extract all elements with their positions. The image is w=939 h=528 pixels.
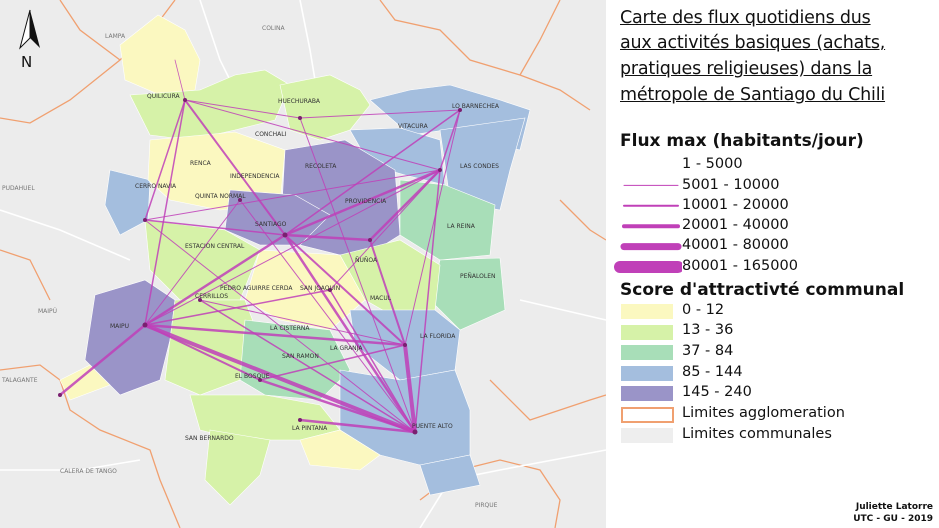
- place-label: LAMPA: [105, 33, 126, 40]
- credit-institution: UTC - GU - 2019: [853, 514, 933, 524]
- place-label: RECOLETA: [305, 163, 337, 170]
- limits-legend-swatch: [621, 428, 673, 443]
- flux-legend-label: 5001 - 10000: [682, 177, 780, 193]
- place-label: CONCHALI: [255, 131, 287, 138]
- score-legend-swatch: [621, 345, 673, 361]
- place-label: RENCA: [190, 160, 212, 167]
- place-label: SANTIAGO: [255, 221, 287, 228]
- place-label: LA PINTANA: [292, 425, 328, 432]
- place-label: LA FLORIDA: [420, 333, 456, 340]
- credit-author: Juliette Latorre: [855, 502, 933, 512]
- flow-lines: [58, 59, 461, 434]
- commune-nodes: [58, 98, 462, 435]
- flux-legend-label: 10001 - 20000: [682, 197, 789, 213]
- place-label: PROVIDENCIA: [345, 198, 387, 205]
- place-label: ESTACION CENTRAL: [185, 243, 245, 250]
- score-legend-swatch: [621, 304, 673, 319]
- flux-legend-symbols: [614, 184, 682, 273]
- place-label: SAN RAMON: [282, 353, 319, 360]
- place-label: PUDAHUEL: [2, 185, 35, 192]
- place-label: LO BARNECHEA: [452, 103, 500, 110]
- score-legend-label: 85 - 144: [682, 364, 743, 380]
- place-label: QUILICURA: [147, 93, 181, 100]
- flux-legend-label: 20001 - 40000: [682, 217, 789, 233]
- title-line: Carte des flux quotidiens dus: [620, 8, 871, 28]
- limits-legend-label: Limites communales: [682, 426, 832, 442]
- flux-legend-label: 40001 - 80000: [682, 237, 789, 253]
- place-label: TALAGANTE: [1, 377, 38, 384]
- north-arrow-icon: N: [19, 9, 40, 71]
- place-label: PEÑALOLEN: [460, 273, 495, 280]
- place-label: COLINA: [262, 25, 286, 32]
- place-label: SAN JOAQUIN: [300, 285, 340, 292]
- place-label: INDEPENDENCIA: [230, 173, 280, 180]
- flux-legend-label: 80001 - 165000: [682, 258, 798, 274]
- score-legend-label: 37 - 84: [682, 343, 734, 359]
- place-label: LAS CONDES: [460, 163, 499, 170]
- agglomeration-limits: [0, 0, 607, 528]
- limits-legend-label: Limites agglomeration: [682, 405, 845, 421]
- place-label: SAN BERNARDO: [185, 435, 234, 442]
- place-label: LA REINA: [447, 223, 476, 230]
- title-line: métropole de Santiago du Chili: [620, 85, 886, 105]
- score-legend-swatch: [621, 386, 673, 402]
- place-label: MAIPÚ: [38, 308, 57, 315]
- score-legend-label: 0 - 12: [682, 302, 725, 318]
- place-label: MAIPU: [110, 323, 129, 330]
- place-label: ÑUÑOA: [355, 257, 378, 264]
- place-label: CERRO NAVIA: [135, 183, 177, 190]
- place-label: LA CISTERNA: [270, 325, 310, 332]
- commune-labels: QUILICURA HUECHURABA LO BARNECHEA VITACU…: [110, 93, 500, 442]
- place-label: HUECHURABA: [278, 98, 321, 105]
- place-label: MACUL: [370, 295, 392, 302]
- flux-legend-heading: Flux max (habitants/jour): [620, 131, 864, 151]
- title-line: pratiques religieuses) dans la: [620, 59, 873, 79]
- flux-legend-label: 1 - 5000: [682, 156, 743, 172]
- score-legend-swatch: [621, 365, 673, 381]
- place-label: PIRQUE: [475, 502, 498, 509]
- place-label: CERRILLOS: [195, 293, 228, 300]
- score-legend-label: 145 - 240: [682, 384, 752, 400]
- title-line: aux activités basiques (achats,: [620, 33, 886, 53]
- place-label: LA GRANJA: [330, 345, 363, 352]
- score-legend-label: 13 - 36: [682, 322, 734, 338]
- place-label: EL BOSQUE: [235, 373, 270, 380]
- limits-legend-swatch: [621, 407, 674, 423]
- place-label: QUINTA NORMAL: [195, 193, 246, 200]
- place-label: PUENTE ALTO: [412, 423, 453, 430]
- outside-labels: COLINA LAMPA PUDAHUEL MAIPÚ TALAGANTE CA…: [1, 25, 498, 509]
- place-label: PEDRO AGUIRRE CERDA: [220, 285, 293, 292]
- score-legend-heading: Score d'attractivté communal: [620, 280, 905, 300]
- place-label: VITACURA: [398, 123, 429, 130]
- score-legend-swatch: [621, 324, 673, 340]
- north-letter: N: [21, 53, 32, 71]
- place-label: CALERA DE TANGO: [60, 468, 117, 475]
